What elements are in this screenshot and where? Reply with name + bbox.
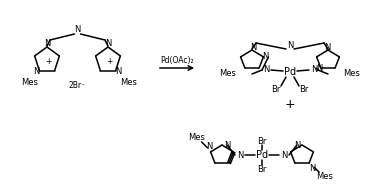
Text: N: N [237, 150, 243, 160]
Text: N: N [74, 26, 81, 35]
Text: N: N [294, 142, 300, 150]
Text: Br: Br [257, 164, 267, 174]
Text: Br: Br [299, 85, 309, 94]
Text: N: N [44, 39, 50, 47]
Text: Mes: Mes [21, 78, 38, 87]
Text: N: N [309, 164, 315, 173]
Text: N: N [316, 64, 322, 73]
Text: N: N [281, 150, 287, 160]
Text: Mes: Mes [188, 133, 205, 142]
Text: N: N [33, 67, 39, 76]
Text: Mes: Mes [120, 78, 137, 87]
Text: N: N [311, 66, 317, 74]
Text: N: N [116, 67, 122, 76]
Text: +: + [285, 98, 296, 112]
Text: +: + [45, 57, 51, 66]
Text: N: N [287, 42, 293, 50]
Text: Mes: Mes [316, 172, 333, 181]
Text: N: N [224, 142, 230, 150]
Text: +: + [106, 57, 112, 66]
Text: Pd(OAc)₂: Pd(OAc)₂ [160, 57, 194, 66]
Text: N: N [250, 43, 256, 51]
Text: Br: Br [271, 85, 280, 94]
Text: N: N [262, 52, 268, 61]
Text: Mes: Mes [220, 70, 236, 78]
Text: Pd: Pd [256, 150, 268, 160]
Text: N: N [105, 39, 111, 47]
Text: N: N [263, 66, 269, 74]
Text: N: N [206, 142, 213, 151]
Text: Br: Br [257, 136, 267, 146]
Text: Pd: Pd [284, 67, 296, 77]
Text: 2Br⁻: 2Br⁻ [69, 81, 86, 90]
Text: Mes: Mes [344, 70, 360, 78]
Text: N: N [324, 43, 330, 51]
